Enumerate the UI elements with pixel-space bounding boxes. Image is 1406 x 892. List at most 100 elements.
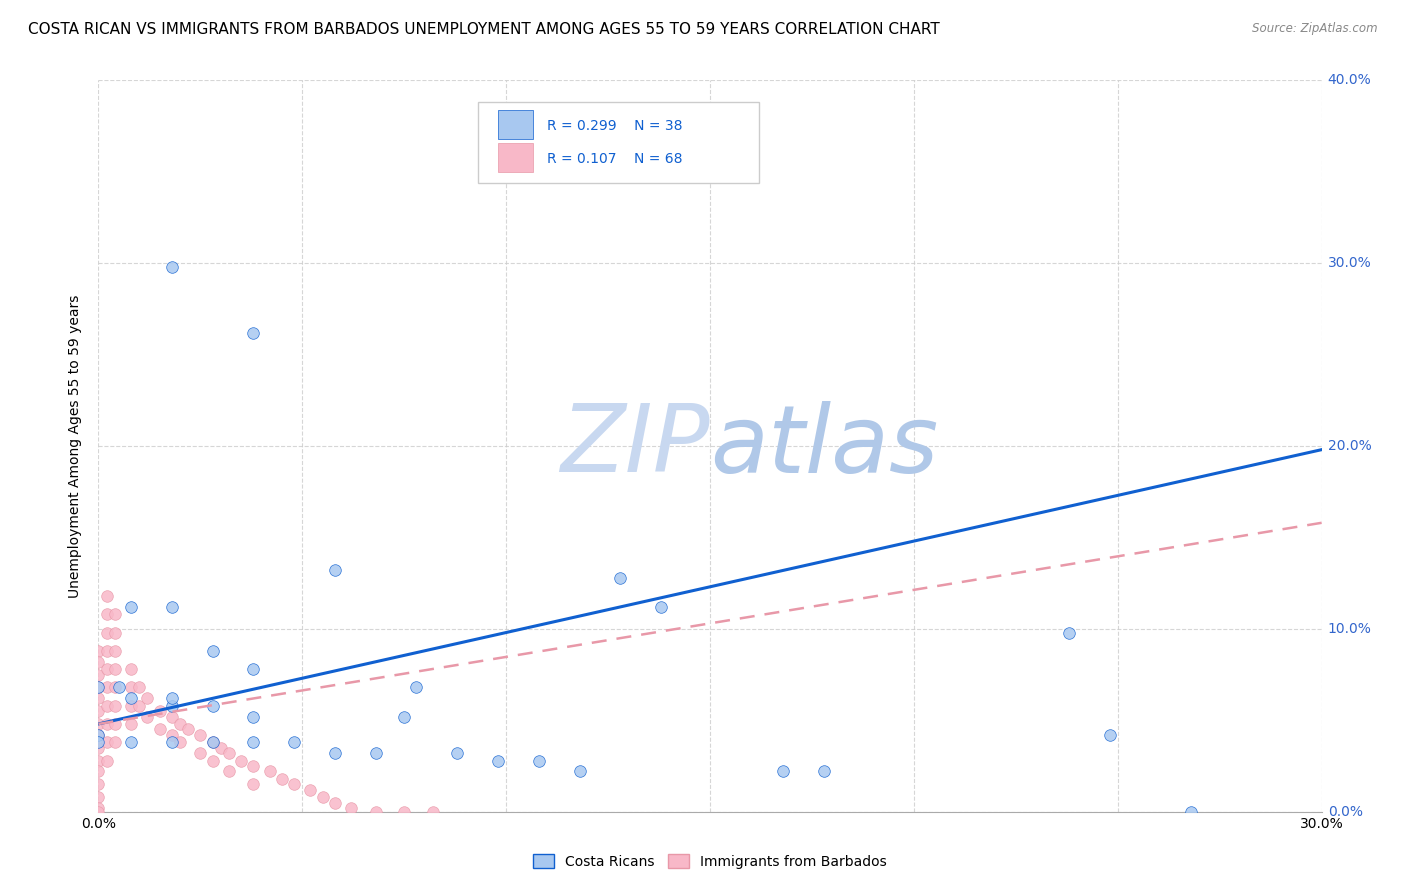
Point	[149, 723, 172, 737]
Point	[149, 704, 172, 718]
Point	[405, 681, 427, 695]
Point	[104, 717, 127, 731]
Point	[87, 735, 110, 749]
Point	[568, 764, 591, 779]
Point	[120, 691, 142, 706]
Text: ZIP: ZIP	[561, 401, 710, 491]
Point	[87, 777, 110, 791]
Point	[486, 754, 509, 768]
Point	[87, 655, 110, 669]
Text: 10.0%: 10.0%	[1327, 622, 1372, 636]
Point	[201, 698, 224, 713]
Point	[120, 698, 142, 713]
Point	[209, 740, 232, 755]
Bar	[498, 143, 533, 171]
Point	[527, 754, 550, 768]
Point	[323, 746, 346, 760]
Point	[87, 728, 110, 742]
Point	[242, 326, 264, 340]
Point	[87, 754, 110, 768]
Point	[392, 805, 416, 819]
Point	[340, 801, 363, 815]
Point	[87, 644, 110, 658]
Point	[392, 709, 416, 723]
Point	[1098, 728, 1121, 742]
Point	[323, 796, 346, 810]
Point	[813, 764, 835, 779]
FancyBboxPatch shape	[478, 103, 759, 183]
Text: 20.0%: 20.0%	[1327, 439, 1371, 453]
Point	[87, 667, 110, 681]
Point	[160, 709, 183, 723]
Point	[160, 728, 183, 742]
Point	[169, 735, 191, 749]
Y-axis label: Unemployment Among Ages 55 to 59 years: Unemployment Among Ages 55 to 59 years	[69, 294, 83, 598]
Point	[446, 746, 468, 760]
Point	[270, 772, 294, 786]
Point	[87, 728, 110, 742]
Point	[104, 698, 127, 713]
Point	[242, 735, 264, 749]
Point	[104, 607, 127, 622]
Point	[242, 709, 264, 723]
Point	[87, 704, 110, 718]
Point	[1057, 625, 1080, 640]
Point	[96, 735, 118, 749]
Point	[609, 571, 631, 585]
Point	[201, 735, 224, 749]
Point	[242, 759, 264, 773]
Point	[177, 723, 200, 737]
Point	[242, 662, 264, 676]
Point	[104, 681, 127, 695]
Point	[96, 607, 118, 622]
Point	[259, 764, 281, 779]
Point	[201, 754, 224, 768]
Point	[96, 717, 118, 731]
Point	[120, 662, 142, 676]
Point	[231, 754, 253, 768]
Point	[160, 599, 183, 614]
Point	[201, 644, 224, 658]
Point	[96, 681, 118, 695]
Point	[120, 735, 142, 749]
Point	[104, 735, 127, 749]
Point	[169, 717, 191, 731]
Point	[160, 735, 183, 749]
Point	[87, 681, 110, 695]
Text: R = 0.299    N = 38: R = 0.299 N = 38	[547, 119, 683, 133]
Point	[87, 805, 110, 819]
Point	[283, 777, 305, 791]
Point	[96, 625, 118, 640]
Point	[283, 735, 305, 749]
Point	[87, 681, 110, 695]
Point	[188, 746, 212, 760]
Point	[136, 709, 159, 723]
Point	[96, 662, 118, 676]
Legend: Costa Ricans, Immigrants from Barbados: Costa Ricans, Immigrants from Barbados	[527, 848, 893, 874]
Point	[104, 625, 127, 640]
Text: COSTA RICAN VS IMMIGRANTS FROM BARBADOS UNEMPLOYMENT AMONG AGES 55 TO 59 YEARS C: COSTA RICAN VS IMMIGRANTS FROM BARBADOS …	[28, 22, 939, 37]
Text: 40.0%: 40.0%	[1327, 73, 1371, 87]
Point	[772, 764, 794, 779]
Point	[160, 698, 183, 713]
Text: 30.0%: 30.0%	[1327, 256, 1371, 270]
Point	[364, 746, 387, 760]
Point	[422, 805, 444, 819]
Point	[87, 790, 110, 805]
Point	[108, 681, 131, 695]
Point	[96, 698, 118, 713]
Point	[128, 681, 150, 695]
Point	[218, 746, 240, 760]
Point	[87, 717, 110, 731]
Point	[1180, 805, 1202, 819]
Text: atlas: atlas	[710, 401, 938, 491]
Point	[104, 644, 127, 658]
Point	[96, 754, 118, 768]
Point	[160, 260, 183, 274]
Point	[299, 782, 322, 797]
Point	[87, 764, 110, 779]
Point	[120, 599, 142, 614]
Point	[312, 790, 335, 805]
Point	[650, 599, 672, 614]
Bar	[498, 110, 533, 139]
